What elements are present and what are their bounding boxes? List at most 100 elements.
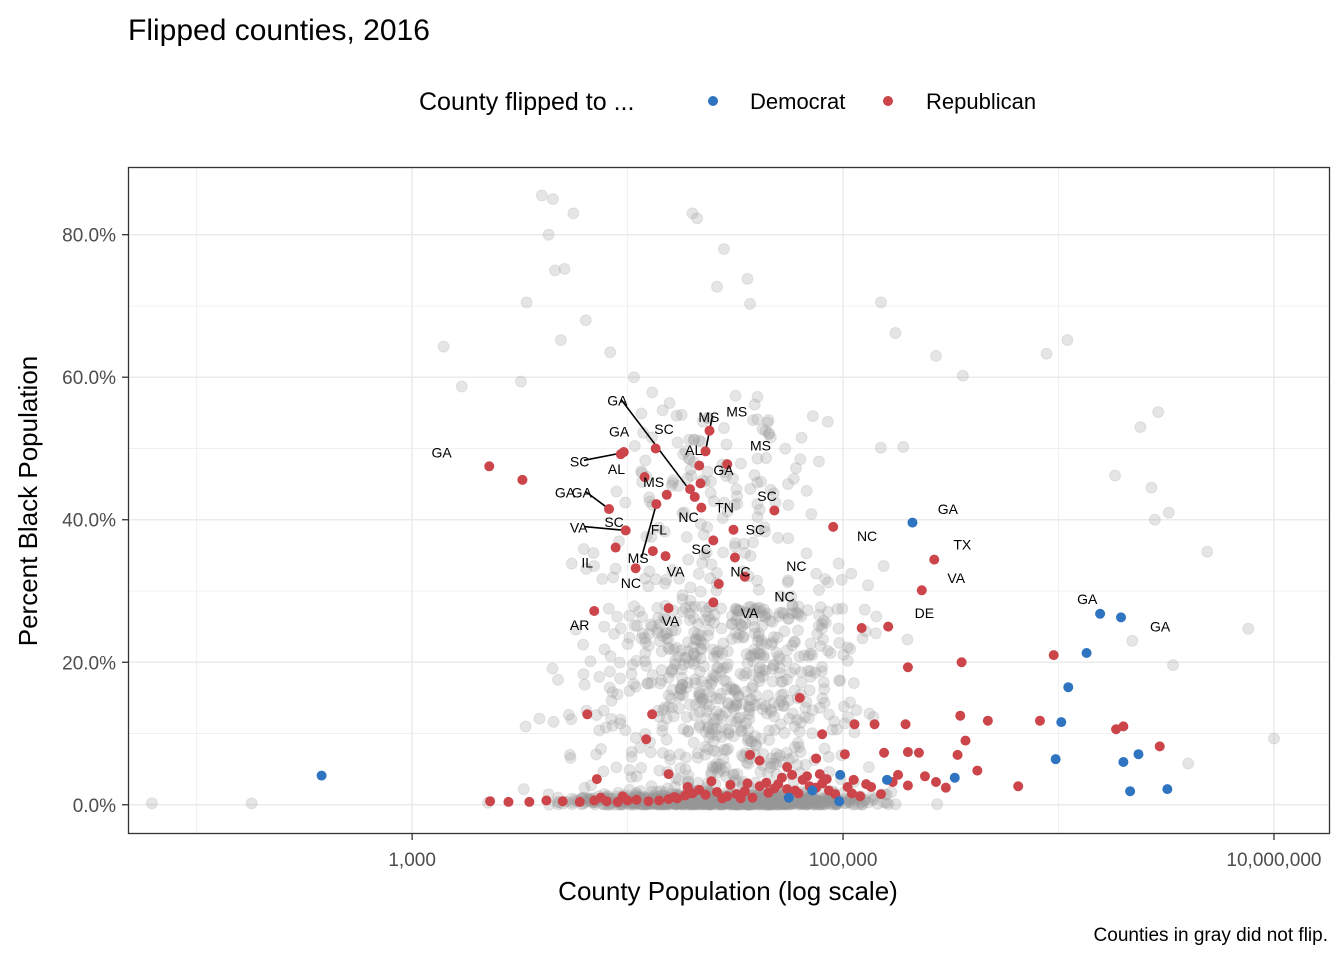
republican-point (930, 776, 941, 787)
gray-point (670, 641, 683, 654)
republican-point (814, 769, 825, 780)
gray-point (661, 782, 674, 795)
republican-point (631, 794, 642, 805)
gray-point (806, 648, 819, 661)
gray-point (1040, 347, 1053, 360)
gray-point (710, 757, 723, 770)
gray-point (773, 798, 786, 811)
gray-point (663, 643, 676, 656)
state-label: IL (581, 554, 593, 570)
republican-point (704, 425, 715, 436)
gray-point (669, 624, 682, 637)
gray-point (726, 683, 739, 696)
gray-point (717, 662, 730, 675)
republican-point (769, 783, 780, 794)
democrat-point (1115, 612, 1126, 623)
gray-point (701, 465, 714, 478)
gray-point (751, 476, 764, 489)
gray-point (818, 742, 831, 755)
gray-point (1162, 506, 1175, 519)
gray-point (760, 452, 773, 465)
gray-point (765, 797, 778, 810)
gray-point (763, 733, 776, 746)
gray-point (782, 498, 795, 511)
gray-point (646, 620, 659, 633)
gray-point (693, 434, 706, 447)
gray-point (929, 349, 942, 362)
gray-point (693, 797, 706, 810)
gray-point (813, 798, 826, 811)
gray-point (675, 683, 688, 696)
gray-point (712, 766, 725, 779)
gray-point (748, 730, 761, 743)
gray-point (640, 659, 653, 672)
gray-point (630, 619, 643, 632)
gray-point (759, 609, 772, 622)
state-label: DE (915, 605, 934, 621)
gray-point (733, 604, 746, 617)
gray-point (732, 712, 745, 725)
gray-point (742, 708, 755, 721)
gray-point (764, 483, 777, 496)
republican-point (839, 749, 850, 760)
gray-point (680, 711, 693, 724)
gray-point (816, 660, 829, 673)
gray-point (956, 369, 969, 382)
republican-point (861, 779, 872, 790)
gray-point (793, 725, 806, 738)
gray-point (707, 668, 720, 681)
gray-point (716, 512, 729, 525)
gray-point (684, 797, 697, 810)
gray-point (677, 448, 690, 461)
republican-point (660, 551, 671, 562)
gray-point (687, 736, 700, 749)
gray-point (635, 407, 648, 420)
republican-point (776, 772, 787, 783)
gray-point (655, 645, 668, 658)
gray-point (623, 631, 636, 644)
gray-point (746, 668, 759, 681)
y-tick-label: 20.0% (62, 653, 116, 674)
gray-point (756, 703, 769, 716)
gray-point (755, 475, 768, 488)
gray-point (670, 409, 683, 422)
gray-point (676, 678, 689, 691)
gray-point (554, 334, 567, 347)
gray-point (699, 725, 712, 738)
gray-point (768, 797, 781, 810)
gray-point (641, 677, 654, 690)
gray-point (706, 797, 719, 810)
republican-point (682, 781, 693, 792)
republican-point (722, 459, 733, 470)
republican-point (919, 771, 930, 782)
gray-point (739, 617, 752, 630)
gray-point (636, 627, 649, 640)
gray-point (877, 560, 890, 573)
gray-point (676, 605, 689, 618)
gray-point (693, 665, 706, 678)
gray-point (705, 796, 718, 809)
gray-point (635, 761, 648, 774)
gray-point (675, 644, 688, 657)
gray-point (713, 758, 726, 771)
gray-point (710, 729, 723, 742)
gray-point (705, 798, 718, 811)
gray-point (715, 622, 728, 635)
gray-point (687, 798, 700, 811)
gray-point (811, 794, 824, 807)
gray-point (798, 649, 811, 662)
gray-point (720, 661, 733, 674)
gray-point (765, 705, 778, 718)
gray-point (726, 798, 739, 811)
gray-point (627, 677, 640, 690)
gray-point (614, 622, 627, 635)
gray-point (659, 613, 672, 626)
gray-point (779, 442, 792, 455)
gray-point (758, 521, 771, 534)
gray-point (726, 797, 739, 810)
republican-point (855, 791, 866, 802)
democrat-point (1063, 682, 1074, 693)
gray-point (724, 681, 737, 694)
gray-point (704, 572, 717, 585)
gray-point (798, 711, 811, 724)
